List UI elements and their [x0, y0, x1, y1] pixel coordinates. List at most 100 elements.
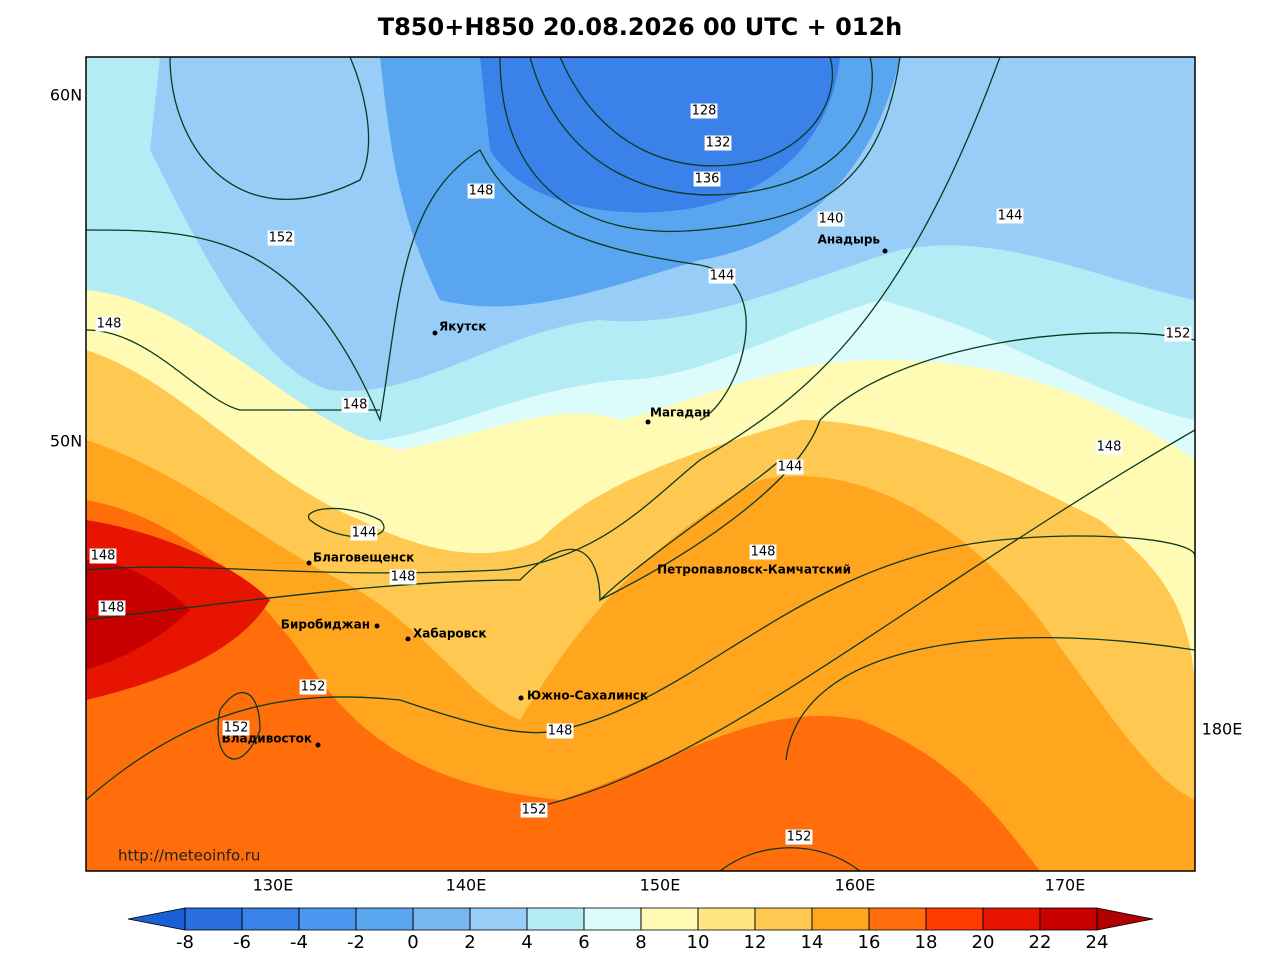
- contour-label-bg: [785, 829, 813, 845]
- colorbar-box: [925, 907, 984, 931]
- lon-label: 130E: [253, 876, 294, 895]
- contour-label-bg: [350, 525, 378, 541]
- contours: [86, 57, 1195, 871]
- colorbar-tick-label: 10: [687, 932, 710, 953]
- contour-label: 152: [1166, 327, 1191, 342]
- contour-label-bg: [704, 135, 732, 151]
- city-dot: [315, 742, 321, 748]
- map-title: T850+H850 20.08.2026 00 UTC + 012h: [378, 13, 903, 41]
- city-name: Биробиджан: [281, 618, 370, 632]
- contour-label: 152: [522, 803, 547, 818]
- colorbar-tick-label: -8: [176, 932, 194, 953]
- city-dot: [432, 330, 438, 336]
- colorbar-tick-label: 14: [801, 932, 824, 953]
- contour-label-bg: [546, 723, 574, 739]
- contour-label-bg: [222, 720, 250, 736]
- contour-label: 148: [97, 317, 122, 332]
- contour-label: 152: [301, 680, 326, 695]
- colorbar-box: [298, 907, 357, 931]
- contour-label: 144: [778, 460, 803, 475]
- colorbar-tick-label: 4: [521, 932, 532, 953]
- colorbar-tick-label: 18: [915, 932, 938, 953]
- contour-label-bg: [267, 230, 295, 246]
- colorbar-box: [754, 907, 813, 931]
- lat-label: 50N: [50, 432, 82, 451]
- field-extreme: [86, 560, 190, 670]
- colorbar-box: [355, 907, 414, 931]
- city-name: Якутск: [439, 320, 486, 334]
- colorbar-low: [127, 907, 186, 931]
- contour-label-bg: [1095, 439, 1123, 455]
- colorbar-box: [184, 907, 243, 931]
- contour-label: 148: [1097, 440, 1122, 455]
- contour-label: 152: [787, 830, 812, 845]
- city-name: Хабаровск: [413, 627, 487, 641]
- contour-label: 144: [352, 526, 377, 541]
- contour-label-bg: [89, 548, 117, 564]
- colorbar-tick-label: -2: [347, 932, 365, 953]
- lon-label: 160E: [835, 876, 876, 895]
- colorbar-tick-label: 20: [972, 932, 995, 953]
- colorbar-high: [1096, 907, 1154, 931]
- contour-label-bg: [467, 183, 495, 199]
- contour-label-bg: [776, 459, 804, 475]
- city-name: Южно-Сахалинск: [527, 689, 648, 703]
- lon-label: 150E: [640, 876, 681, 895]
- city-dot: [374, 623, 380, 629]
- colorbar-box: [982, 907, 1041, 931]
- contour-label-bg: [95, 316, 123, 332]
- colorbar-tick-label: 2: [464, 932, 475, 953]
- contour-label-bg: [749, 544, 777, 560]
- contour-label-bg: [389, 569, 417, 585]
- contour-label: 152: [224, 721, 249, 736]
- city-name: Петропавловск-Камчатский: [657, 563, 851, 577]
- colorbar-box: [640, 907, 699, 931]
- contour-label-bg: [817, 211, 845, 227]
- contour-label-bg: [299, 679, 327, 695]
- overlay: 60N 50N 130E 140E 150E 160E 170E 180E Якутск Мага…: [50, 86, 1242, 954]
- contour-label: 148: [469, 184, 494, 199]
- colorbar-tick-label: 22: [1029, 932, 1052, 953]
- contour-label: 152: [269, 231, 294, 246]
- contour-label-bg: [1164, 326, 1192, 342]
- city-name: Магадан: [650, 406, 711, 420]
- colorbar-tick-label: 24: [1086, 932, 1109, 953]
- colorbar-tick-label: 16: [858, 932, 881, 953]
- city-dot: [306, 560, 312, 566]
- contour-label: 148: [548, 724, 573, 739]
- contour-label: 144: [998, 209, 1023, 224]
- contour-label-bg: [341, 397, 369, 413]
- colorbar-tick-label: -6: [233, 932, 251, 953]
- lon-label: 180E: [1202, 720, 1243, 739]
- colorbar-box: [412, 907, 471, 931]
- colorbar-tick-label: 8: [635, 932, 646, 953]
- contour-label: 148: [751, 545, 776, 560]
- contour-label: 144: [710, 269, 735, 284]
- field-hotter: [86, 500, 1040, 871]
- lat-label: 60N: [50, 86, 82, 105]
- city-dot: [882, 248, 888, 254]
- colorbar-box: [469, 907, 528, 931]
- city-dot: [405, 636, 411, 642]
- colorbar-tick-label: 0: [407, 932, 418, 953]
- lon-label: 140E: [446, 876, 487, 895]
- contour-label-bg: [690, 103, 718, 119]
- colorbar-box: [811, 907, 870, 931]
- map-frame: [85, 56, 1196, 872]
- contour-label: 148: [391, 570, 416, 585]
- credit: http://meteoinfo.ru: [118, 847, 260, 865]
- city-name: Анадырь: [818, 233, 881, 247]
- colorbar-tick-label: 12: [744, 932, 767, 953]
- contour-label: 148: [343, 398, 368, 413]
- city-dot: [645, 419, 651, 425]
- contour-label: 140: [819, 212, 844, 227]
- contour-label-bg: [996, 208, 1024, 224]
- colorbar-box: [241, 907, 300, 931]
- colorbar-box: [583, 907, 642, 931]
- colorbar-box: [868, 907, 927, 931]
- contour-label-bg: [520, 802, 548, 818]
- contour-label-bg: [708, 268, 736, 284]
- colorbar-box: [1039, 907, 1098, 931]
- contour-label: 148: [91, 549, 116, 564]
